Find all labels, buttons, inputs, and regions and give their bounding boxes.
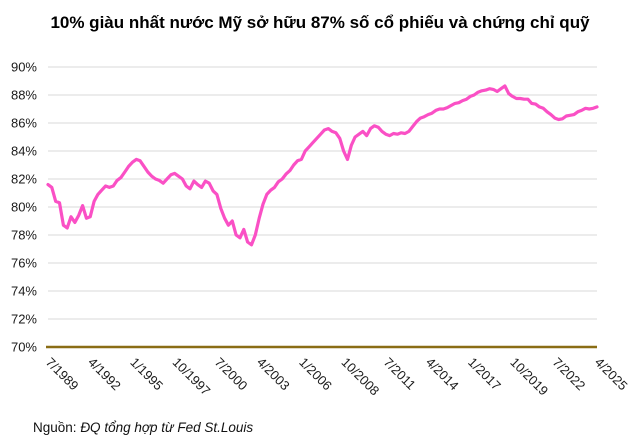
x-tick-label: 4/2003 [254,355,293,394]
x-tick-label: 7/2011 [381,355,419,393]
y-tick-label: 72% [11,312,37,327]
x-tick-label: 1/2017 [465,355,504,394]
x-tick-label: 10/2008 [338,355,382,399]
x-tick-label: 7/1989 [43,355,82,394]
source-prefix: Nguồn: [33,420,77,435]
x-tick-label: 4/2025 [592,355,631,394]
x-tick-label: 7/2000 [212,355,251,394]
y-tick-label: 76% [11,256,37,271]
y-tick-label: 70% [11,340,37,355]
x-tick-label: 10/1997 [170,355,214,399]
x-tick-label: 1/1995 [127,355,166,394]
x-tick-label: 4/2014 [423,355,462,394]
x-tick-label: 1/2006 [296,355,335,394]
y-tick-label: 86% [11,116,37,131]
y-tick-label: 82% [11,172,37,187]
data-series-line [46,84,599,247]
y-tick-label: 74% [11,284,37,299]
y-tick-label: 80% [11,200,37,215]
x-tick-label: 10/2019 [507,355,551,399]
source-detail: ĐQ tổng hợp từ Fed St.Louis [80,420,254,435]
chart-title: 10% giàu nhất nước Mỹ sở hữu 87% số cổ p… [50,13,590,32]
source-text: Nguồn: ĐQ tổng hợp từ Fed St.Louis [33,420,253,435]
y-tick-label: 90% [11,60,37,75]
y-tick-label: 78% [11,228,37,243]
y-tick-label: 88% [11,88,37,103]
x-tick-label: 4/1992 [85,355,124,394]
y-tick-label: 84% [11,144,37,159]
x-tick-label: 7/2022 [550,355,589,394]
